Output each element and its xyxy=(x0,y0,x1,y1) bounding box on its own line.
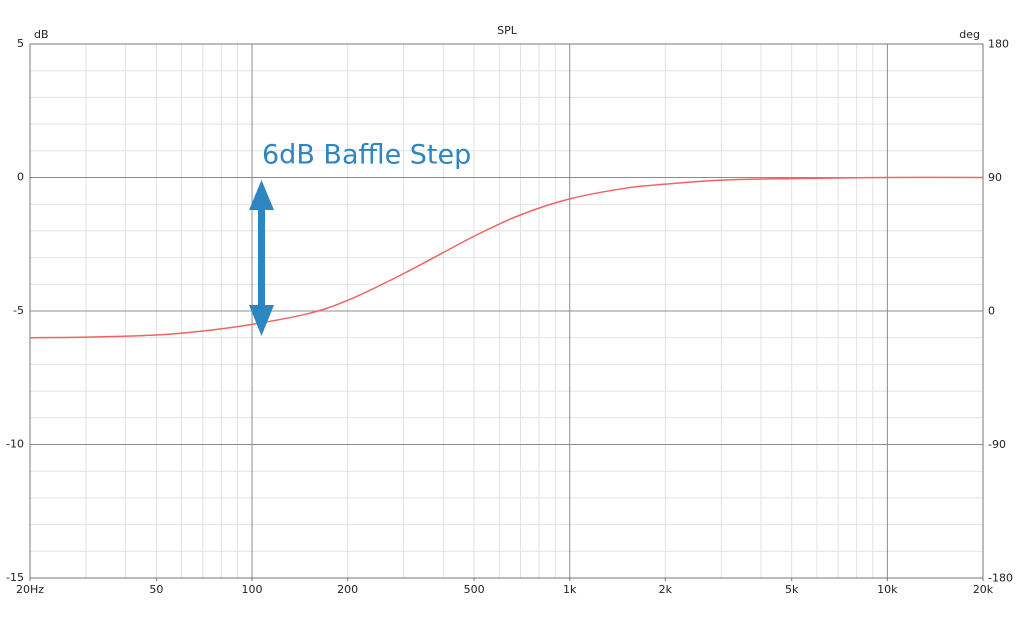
y-tick-label: 0 xyxy=(17,171,24,184)
grid xyxy=(30,43,983,579)
x-tick-label: 100 xyxy=(242,583,263,596)
x-tick-label: 50 xyxy=(149,583,163,596)
annotation: 6dB Baffle Step xyxy=(262,140,471,171)
y2-tick-label: 180 xyxy=(988,38,1009,51)
y2-tick-label: -90 xyxy=(988,438,1006,451)
arrow-shaft xyxy=(258,204,265,310)
y-tick-label: -15 xyxy=(6,571,24,584)
y-tick-label: 5 xyxy=(17,37,24,50)
x-tick-label: 500 xyxy=(464,583,485,596)
y2-tick-label: -180 xyxy=(988,572,1013,585)
x-tick-label: 10k xyxy=(877,583,898,596)
x-tick-label: 20Hz xyxy=(16,583,44,596)
spl-line xyxy=(29,176,984,339)
x-tick-label: 5k xyxy=(785,583,799,596)
plot-frame xyxy=(29,43,984,579)
x-tick-label: 200 xyxy=(337,583,358,596)
x-tick-label: 20k xyxy=(973,583,994,596)
arrow-head xyxy=(249,305,274,336)
y-tick-label: -10 xyxy=(6,438,24,451)
y2-tick-label: 0 xyxy=(988,305,995,318)
arrow-head xyxy=(249,180,274,210)
x-tick-label: 1k xyxy=(563,583,577,596)
y-axis-label: dB xyxy=(34,28,49,41)
chart-title: SPL xyxy=(497,24,518,37)
y-tick-label: -5 xyxy=(13,304,24,317)
y2-axis-label: deg xyxy=(959,28,980,41)
annotation-arrow xyxy=(249,180,274,336)
y2-tick-label: 90 xyxy=(988,171,1002,184)
x-tick-label: 2k xyxy=(659,583,673,596)
